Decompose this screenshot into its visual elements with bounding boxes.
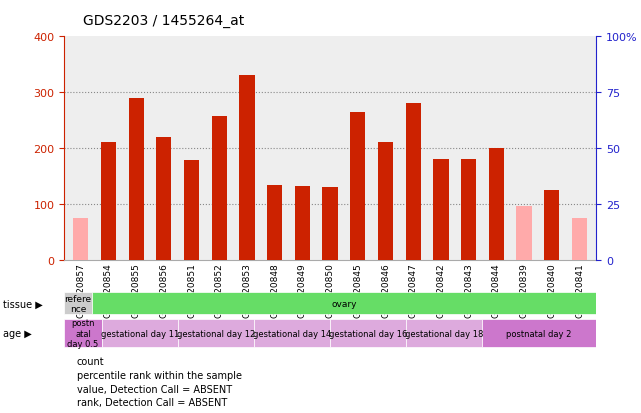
Bar bbox=[129, 98, 144, 260]
Bar bbox=[184, 161, 199, 260]
Bar bbox=[239, 76, 254, 260]
Text: percentile rank within the sample: percentile rank within the sample bbox=[77, 370, 242, 380]
Bar bbox=[212, 116, 227, 260]
Bar bbox=[406, 320, 482, 347]
Bar bbox=[322, 188, 338, 260]
Bar bbox=[517, 206, 531, 260]
Bar bbox=[73, 218, 88, 260]
Text: age ▶: age ▶ bbox=[3, 328, 32, 339]
Text: gestational day 14: gestational day 14 bbox=[253, 329, 331, 338]
Bar bbox=[378, 143, 393, 260]
Bar bbox=[64, 320, 102, 347]
Bar bbox=[350, 112, 365, 260]
Text: postnatal day 2: postnatal day 2 bbox=[506, 329, 572, 338]
Bar bbox=[101, 143, 116, 260]
Text: gestational day 12: gestational day 12 bbox=[177, 329, 255, 338]
Bar bbox=[102, 320, 178, 347]
Text: count: count bbox=[77, 356, 104, 366]
Bar bbox=[267, 186, 282, 260]
Bar bbox=[433, 160, 449, 260]
Bar bbox=[406, 104, 421, 260]
Bar bbox=[461, 160, 476, 260]
Bar bbox=[330, 320, 406, 347]
Text: gestational day 11: gestational day 11 bbox=[101, 329, 179, 338]
Bar bbox=[178, 320, 254, 347]
Bar bbox=[488, 149, 504, 260]
Text: tissue ▶: tissue ▶ bbox=[3, 299, 43, 309]
Bar bbox=[482, 320, 596, 347]
Bar bbox=[254, 320, 330, 347]
Bar bbox=[64, 292, 92, 315]
Text: gestational day 18: gestational day 18 bbox=[405, 329, 483, 338]
Text: ovary: ovary bbox=[331, 299, 357, 308]
Text: GDS2203 / 1455264_at: GDS2203 / 1455264_at bbox=[83, 14, 245, 28]
Text: postn
atal
day 0.5: postn atal day 0.5 bbox=[67, 319, 99, 348]
Bar bbox=[572, 218, 587, 260]
Bar bbox=[295, 187, 310, 260]
Text: value, Detection Call = ABSENT: value, Detection Call = ABSENT bbox=[77, 384, 232, 394]
Bar bbox=[156, 138, 172, 260]
Text: refere
nce: refere nce bbox=[65, 294, 92, 313]
Text: rank, Detection Call = ABSENT: rank, Detection Call = ABSENT bbox=[77, 397, 227, 407]
Bar bbox=[544, 190, 560, 260]
Text: gestational day 16: gestational day 16 bbox=[329, 329, 407, 338]
